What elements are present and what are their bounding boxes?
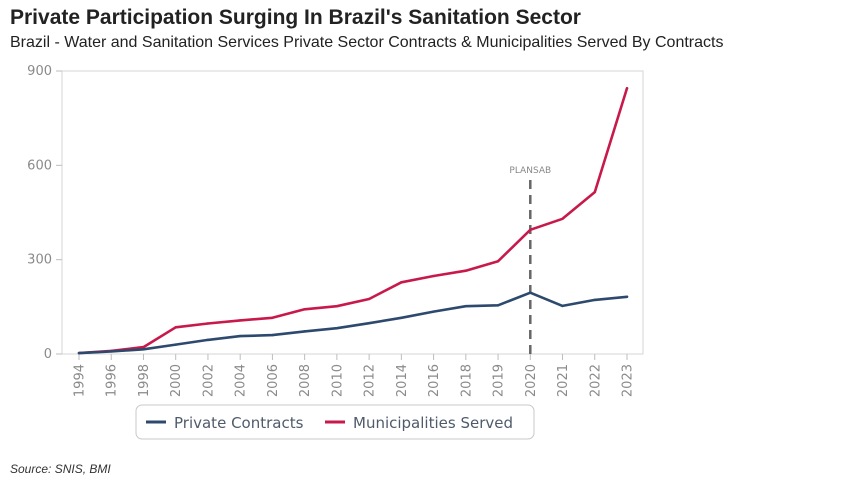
legend-label-private-contracts: Private Contracts <box>174 414 304 432</box>
legend: Private Contracts Municipalities Served <box>135 404 535 440</box>
data-point-municipalities-served-1998 <box>142 345 145 349</box>
legend-label-municipalities-served: Municipalities Served <box>353 414 513 432</box>
series-line-private-contracts <box>77 291 629 355</box>
x-tick-label-2018: 2018 <box>459 364 474 397</box>
y-tick-label-600: 600 <box>27 158 52 173</box>
data-point-private-contracts-2010 <box>335 327 339 330</box>
x-tick-label-2012: 2012 <box>363 364 378 397</box>
chart-title: Private Participation Surging In Brazil'… <box>10 6 581 29</box>
x-tick-label-2023: 2023 <box>621 364 636 397</box>
data-point-municipalities-served-2018 <box>464 269 468 272</box>
data-point-municipalities-served-2019 <box>496 260 500 263</box>
data-point-municipalities-served-2023 <box>625 87 629 90</box>
y-axis: 0 300 600 900 <box>27 64 62 362</box>
data-point-private-contracts-2019 <box>496 304 500 307</box>
y-tick-label-0: 0 <box>44 347 52 362</box>
chart-subtitle: Brazil - Water and Sanitation Services P… <box>10 34 724 51</box>
x-tick-label-2019: 2019 <box>492 364 507 397</box>
data-point-municipalities-served-2002 <box>206 322 210 325</box>
x-tick-label-2002: 2002 <box>201 364 216 397</box>
series-private-contracts <box>77 291 629 355</box>
data-point-municipalities-served-2010 <box>335 305 339 308</box>
data-point-private-contracts-2008 <box>303 330 306 333</box>
x-tick-label-2010: 2010 <box>330 364 345 397</box>
x-tick-label-2006: 2006 <box>266 364 281 397</box>
x-tick-label-2016: 2016 <box>427 364 442 397</box>
data-point-private-contracts-2021 <box>561 304 564 308</box>
data-point-private-contracts-2023 <box>625 295 629 298</box>
data-point-private-contracts-2014 <box>400 316 403 320</box>
x-tick-label-2021: 2021 <box>556 364 571 397</box>
data-point-private-contracts-2020 <box>529 291 532 294</box>
x-tick-label-2000: 2000 <box>169 364 184 397</box>
y-tick-label-900: 900 <box>27 64 52 79</box>
x-tick-label-1998: 1998 <box>137 364 152 397</box>
x-tick-label-2008: 2008 <box>298 364 313 397</box>
x-axis: 1994 1996 1998 2000 2002 2004 2006 2008 2010 2012… <box>73 354 636 397</box>
data-point-private-contracts-1994 <box>77 351 81 355</box>
data-point-municipalities-served-2016 <box>432 274 435 278</box>
data-point-private-contracts-2000 <box>174 343 177 346</box>
data-point-private-contracts-2016 <box>432 310 435 313</box>
series-municipalities-served <box>77 87 629 355</box>
x-tick-label-2014: 2014 <box>395 364 410 397</box>
data-point-private-contracts-2012 <box>367 321 371 325</box>
y-tick-label-300: 300 <box>27 253 52 268</box>
data-point-private-contracts-2018 <box>464 305 468 308</box>
series-lines <box>77 87 629 355</box>
annotation-label: PLANSAB <box>509 166 551 176</box>
series-line-municipalities-served <box>77 87 629 355</box>
x-tick-label-2020: 2020 <box>524 364 539 397</box>
x-tick-label-2022: 2022 <box>588 364 603 397</box>
data-point-private-contracts-1998 <box>142 348 145 351</box>
data-point-municipalities-served-2000 <box>174 326 177 329</box>
data-point-private-contracts-2006 <box>271 333 274 337</box>
plansab-annotation: PLANSAB <box>509 166 551 359</box>
data-point-municipalities-served-2022 <box>593 190 596 194</box>
data-point-municipalities-served-2004 <box>238 319 242 322</box>
plot-area <box>61 70 644 355</box>
data-point-municipalities-served-2021 <box>561 217 564 220</box>
x-tick-label-1996: 1996 <box>105 364 120 397</box>
x-tick-label-2004: 2004 <box>234 364 249 397</box>
data-point-municipalities-served-2020 <box>529 228 532 231</box>
x-tick-label-1994: 1994 <box>73 364 88 397</box>
data-point-private-contracts-2002 <box>206 338 210 342</box>
data-point-municipalities-served-2012 <box>367 297 371 301</box>
data-point-municipalities-served-2014 <box>400 281 403 284</box>
data-point-private-contracts-1996 <box>110 350 113 353</box>
data-point-private-contracts-2004 <box>238 334 242 338</box>
plot-border <box>61 70 644 355</box>
source-note: Source: SNIS, BMI <box>10 462 111 476</box>
data-point-private-contracts-2022 <box>593 298 596 302</box>
data-point-municipalities-served-2008 <box>303 308 306 311</box>
data-point-municipalities-served-2006 <box>271 316 274 320</box>
